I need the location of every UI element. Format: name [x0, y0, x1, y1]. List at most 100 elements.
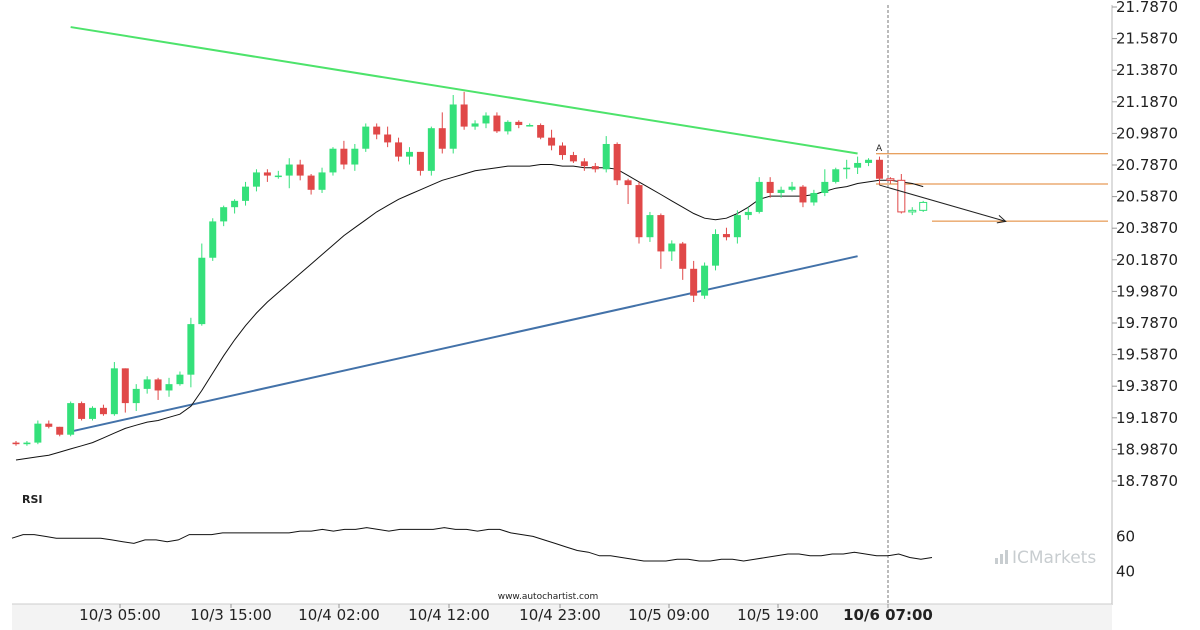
- candle: [78, 401, 86, 421]
- candle: [187, 317, 195, 388]
- candle: [897, 174, 906, 214]
- candle-body: [602, 143, 610, 170]
- candle: [12, 441, 20, 446]
- time-tick-label: 10/5 09:00: [628, 606, 710, 624]
- candle-body: [526, 125, 534, 127]
- candle-body: [548, 137, 556, 146]
- candle-body: [690, 268, 698, 296]
- candle: [755, 177, 763, 214]
- candle: [919, 200, 928, 212]
- candle-body: [460, 104, 468, 127]
- candle-body: [99, 407, 107, 415]
- candle-body: [318, 172, 326, 190]
- candle-body: [897, 179, 906, 213]
- candle-body: [624, 180, 632, 186]
- candle-body: [23, 442, 31, 445]
- candle-body: [591, 166, 599, 170]
- price-tick-label: 21.1870: [1116, 93, 1178, 111]
- candle: [143, 376, 151, 394]
- candlestick-series: [12, 91, 928, 446]
- rsi-line: [11, 527, 933, 562]
- candle: [285, 158, 293, 189]
- candle-body: [635, 185, 643, 238]
- candle: [788, 181, 796, 192]
- candle: [613, 142, 621, 186]
- candle: [231, 199, 239, 214]
- price-tick-label: 20.3870: [1116, 219, 1178, 237]
- candle-body: [340, 148, 348, 165]
- candle: [395, 137, 403, 162]
- candle: [416, 151, 424, 176]
- candle: [427, 126, 435, 176]
- candle: [733, 210, 741, 244]
- candle: [744, 207, 752, 220]
- candle: [384, 126, 392, 148]
- candle: [340, 140, 348, 170]
- candle-body: [712, 234, 720, 266]
- rsi-label: RSI: [22, 493, 43, 506]
- candle: [701, 262, 709, 299]
- candle: [722, 227, 730, 241]
- candle: [602, 136, 610, 173]
- candle-body: [12, 442, 20, 445]
- candle: [209, 218, 217, 261]
- time-tick-label: 10/4 02:00: [298, 606, 380, 624]
- candle-body: [45, 423, 53, 427]
- candle-body: [165, 384, 173, 391]
- candle-body: [56, 426, 64, 435]
- candle-body: [755, 181, 763, 212]
- candle-body: [493, 115, 501, 132]
- candle: [45, 420, 53, 429]
- candle: [296, 159, 304, 181]
- candle-body: [919, 201, 928, 211]
- price-tick-label: 20.1870: [1116, 251, 1178, 269]
- candle: [810, 189, 818, 206]
- candle-body: [832, 169, 840, 182]
- candle-body: [886, 178, 895, 181]
- candle: [646, 211, 654, 242]
- time-tick-label: 10/5 19:00: [737, 606, 819, 624]
- candle: [657, 213, 665, 269]
- candle: [99, 404, 107, 416]
- rsi-tick-label: 60: [1116, 527, 1135, 545]
- brand-logo: ICMarkets: [995, 548, 1096, 568]
- price-tick-label: 20.7870: [1116, 156, 1178, 174]
- candle-body: [89, 407, 97, 419]
- candle-body: [143, 379, 151, 389]
- price-tick-label: 19.7870: [1116, 314, 1178, 332]
- resistance-trendline: [70, 26, 858, 155]
- candle-body: [504, 121, 512, 132]
- candle-body: [231, 200, 239, 208]
- price-tick-label: 19.5870: [1116, 346, 1178, 364]
- candle: [504, 120, 512, 135]
- candle: [908, 207, 917, 216]
- candle: [865, 158, 873, 167]
- candle: [405, 147, 413, 165]
- candle: [34, 420, 42, 445]
- candle: [766, 177, 774, 198]
- candle: [875, 156, 883, 186]
- candle: [821, 169, 829, 197]
- candle-body: [515, 121, 523, 126]
- candle: [351, 143, 359, 171]
- candle-body: [875, 159, 883, 179]
- rsi-tick-label: 40: [1116, 563, 1135, 581]
- candle-body: [362, 126, 370, 149]
- candle-body: [471, 123, 479, 127]
- candle-body: [187, 324, 195, 375]
- candle-body: [449, 104, 457, 149]
- candle: [482, 112, 490, 129]
- candle-body: [777, 189, 785, 193]
- candle: [121, 368, 129, 413]
- candle: [165, 377, 173, 397]
- candle: [242, 181, 250, 206]
- candle-body: [373, 126, 381, 135]
- candle-body: [559, 145, 566, 156]
- price-tick-label: 19.9870: [1116, 282, 1178, 300]
- candle: [668, 240, 676, 261]
- rsi-axis-ticks: 60 40: [1116, 527, 1135, 580]
- moving-average-line: [15, 164, 924, 461]
- candle: [89, 406, 97, 421]
- candle-body: [220, 207, 228, 222]
